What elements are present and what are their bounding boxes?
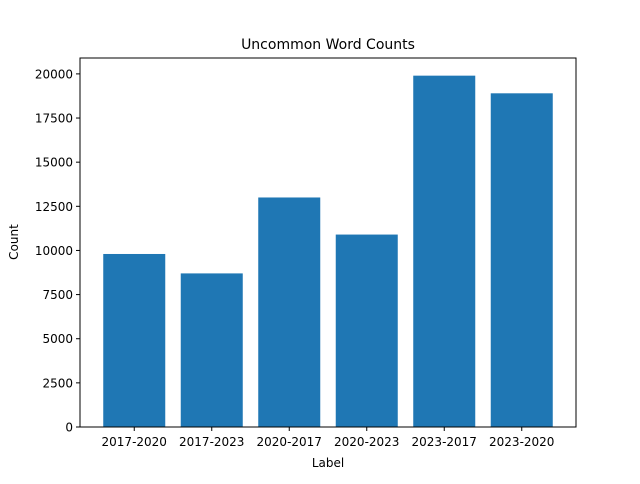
x-axis-label: Label xyxy=(312,456,344,470)
bars-layer xyxy=(103,75,553,427)
y-tick-label: 7500 xyxy=(42,288,73,302)
bar-2017-2020 xyxy=(103,253,166,427)
x-tick-label: 2017-2023 xyxy=(179,435,244,449)
x-axis: 2017-2020 2017-2023 2020-2017 2020-2023 2023… xyxy=(102,427,554,449)
y-axis-label: Count xyxy=(7,224,21,260)
y-tick-label: 0 xyxy=(65,421,73,435)
bar-2023-2017 xyxy=(413,75,476,427)
y-tick-label: 5000 xyxy=(42,332,73,346)
y-tick-label: 12500 xyxy=(35,200,73,214)
bar-2020-2023 xyxy=(335,234,398,427)
y-tick-label: 2500 xyxy=(42,376,73,390)
bar-2023-2020 xyxy=(490,93,553,427)
x-tick-label: 2020-2023 xyxy=(334,435,399,449)
x-tick-label: 2023-2020 xyxy=(489,435,554,449)
y-axis: 0 2500 5000 7500 10000 12500 15000 17500 20000 xyxy=(35,67,80,435)
y-tick-label: 15000 xyxy=(35,156,73,170)
bar-2017-2023 xyxy=(180,273,243,427)
plot-frame xyxy=(79,57,577,428)
y-tick-label: 17500 xyxy=(35,112,73,126)
x-tick-label: 2017-2020 xyxy=(102,435,167,449)
x-tick-label: 2020-2017 xyxy=(257,435,322,449)
x-tick-label: 2023-2017 xyxy=(412,435,477,449)
chart-title: Uncommon Word Counts xyxy=(241,37,415,53)
y-tick-label: 10000 xyxy=(35,244,73,258)
bar-2020-2017 xyxy=(258,197,321,427)
y-tick-label: 20000 xyxy=(35,67,73,81)
